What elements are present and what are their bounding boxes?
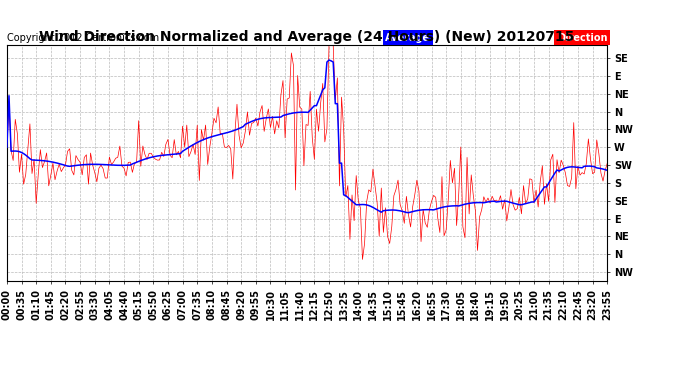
Text: Direction: Direction <box>557 33 607 43</box>
Text: Average: Average <box>385 33 430 43</box>
Text: Copyright 2012 Cartronics.com: Copyright 2012 Cartronics.com <box>7 33 159 43</box>
Title: Wind Direction Normalized and Average (24 Hours) (New) 20120715: Wind Direction Normalized and Average (2… <box>39 30 575 44</box>
